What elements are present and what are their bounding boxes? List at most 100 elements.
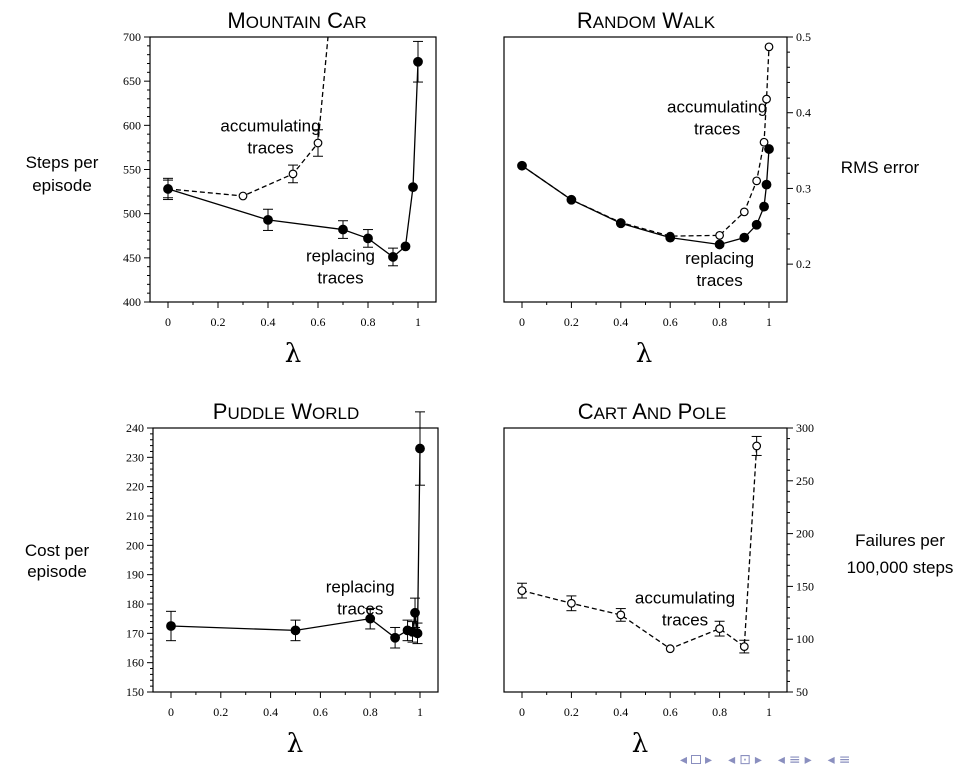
data-point-filled [566, 194, 577, 205]
data-point-filled [615, 218, 626, 229]
y-tick-label: 160 [126, 656, 144, 670]
annotation-text: traces [694, 120, 740, 139]
nav-next-subsection-icon[interactable]: ▸ [754, 752, 762, 768]
chart-panel: MOUNTAIN CAR 0 0.2 0.4 0.6 0.8 1 400 450 500 550 60… [26, 8, 437, 369]
nav-prev-section-icon[interactable]: ◂ [777, 752, 785, 768]
y-tick-label: 150 [796, 579, 814, 593]
data-point-filled [290, 625, 301, 636]
data-point-filled [739, 232, 750, 243]
annotation-text: traces [662, 610, 708, 629]
data-point-filled [263, 214, 273, 225]
x-tick-label: 0.8 [712, 705, 727, 719]
y-tick-label: 100 [796, 632, 814, 646]
x-tick-label: 0.2 [564, 315, 579, 329]
annotation-text: replacing [326, 577, 395, 596]
y-tick-label: 700 [123, 30, 141, 44]
plot-frame [152, 427, 439, 693]
x-tick-label: 1 [766, 315, 772, 329]
data-point-filled [400, 241, 411, 252]
data-point-open [288, 169, 298, 179]
y-tick-label: 230 [126, 450, 144, 464]
y-axis-label: 100,000 steps [847, 558, 954, 577]
x-axis-label: λ [636, 339, 652, 369]
nav-frame-icon[interactable] [691, 752, 702, 768]
data-point-filled [408, 182, 418, 193]
chart-title: RANDOM WALK [577, 8, 716, 33]
chart-panel: RANDOM WALK 0 0.2 0.4 0.6 0.8 1 0.2 0.3 0.4 0.5 λ RM… [503, 8, 920, 369]
y-tick-label: 300 [796, 421, 814, 435]
nav-next-frame-icon[interactable]: ▸ [705, 752, 713, 768]
data-point-open [739, 207, 749, 217]
data-point-open [739, 642, 749, 651]
y-axis-label: Failures per [855, 531, 945, 550]
data-point-filled [665, 232, 676, 243]
y-tick-label: 210 [126, 509, 144, 523]
x-tick-label: 0.4 [613, 705, 628, 719]
data-point-filled [410, 607, 420, 618]
y-tick-label: 150 [126, 685, 144, 699]
x-tick-label: 1 [766, 705, 772, 719]
data-point-open [567, 598, 576, 608]
data-point-open [762, 94, 771, 104]
series-line [167, 61, 419, 258]
data-point-filled [751, 219, 762, 230]
y-tick-label: 50 [796, 685, 808, 699]
data-point-open [517, 586, 527, 596]
y-axis-label: Steps per [26, 153, 99, 172]
y-tick-label: 240 [126, 421, 144, 435]
nav-document-icon[interactable]: ≡ [838, 752, 851, 768]
data-point-filled [412, 628, 423, 639]
data-point-filled [517, 160, 527, 171]
annotation-text: accumulating [220, 117, 320, 136]
data-point-open [764, 42, 774, 52]
nav-next-section-icon[interactable]: ▸ [804, 752, 812, 768]
y-tick-label: 650 [123, 74, 141, 88]
data-point-filled [714, 239, 725, 250]
data-point-filled [759, 201, 769, 212]
data-point-open [752, 441, 762, 451]
x-axis-label: λ [632, 729, 648, 759]
y-axis-label: episode [27, 562, 87, 581]
nav-subsection-icon[interactable]: ⊡ [739, 752, 751, 768]
y-axis-label: RMS error [841, 158, 920, 177]
annotation-text: replacing [306, 246, 375, 265]
data-point-open [238, 191, 248, 201]
y-tick-label: 200 [126, 538, 144, 552]
y-tick-label: 220 [126, 480, 144, 494]
data-point-filled [390, 632, 401, 643]
data-point-filled [338, 224, 348, 235]
data-point-filled [413, 56, 423, 67]
nav-prev-document-icon[interactable]: ◂ [827, 752, 835, 768]
series-line [521, 149, 770, 246]
data-point-filled [166, 621, 176, 631]
data-point-open [665, 644, 675, 654]
x-tick-label: 0.2 [213, 705, 228, 719]
chart-title: PUDDLE WORLD [213, 399, 359, 424]
x-tick-label: 0 [168, 705, 174, 719]
y-tick-label: 450 [123, 251, 141, 265]
data-point-open [313, 138, 323, 148]
x-tick-label: 0.2 [211, 315, 226, 329]
data-point-filled [761, 179, 772, 190]
x-tick-label: 1 [417, 705, 423, 719]
series-line [521, 445, 758, 650]
nav-prev-subsection-icon[interactable]: ◂ [728, 752, 736, 768]
nav-section-icon[interactable]: ≡ [788, 752, 801, 768]
x-tick-label: 0.8 [712, 315, 727, 329]
y-tick-label: 200 [796, 527, 814, 541]
x-axis-label: λ [287, 729, 303, 759]
annotation-text: traces [337, 599, 383, 618]
x-tick-label: 0 [519, 315, 525, 329]
x-tick-label: 0.6 [311, 315, 326, 329]
y-tick-label: 400 [123, 295, 141, 309]
slide-navigation: ◂ ▸ ◂ ⊡ ▸ ◂ ≡ ▸ ◂ ≡ [680, 752, 850, 768]
y-tick-label: 180 [126, 597, 144, 611]
annotation-text: traces [317, 268, 363, 287]
y-tick-label: 0.3 [796, 181, 811, 195]
annotation-text: traces [247, 139, 293, 158]
y-tick-label: 250 [796, 474, 814, 488]
data-point-filled [365, 613, 376, 624]
nav-prev-frame-icon[interactable]: ◂ [680, 752, 688, 768]
